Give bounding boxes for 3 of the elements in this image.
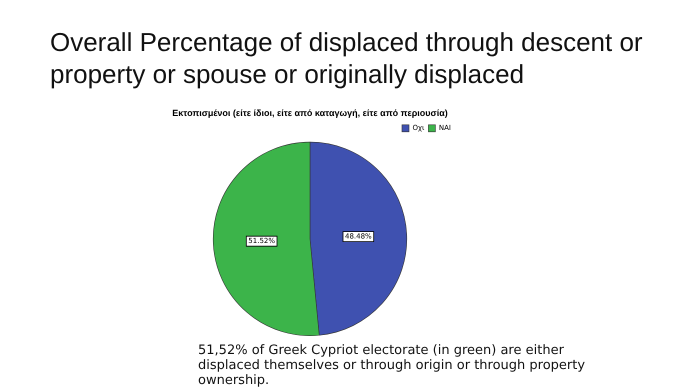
chart-title: Overall Percentage of displaced through descent or property or spouse or originally displaced: [50, 26, 644, 90]
text: 51,52% of Greek Cypriot electorate (in green) are either displaced themselves or through origin or through property ownership.: [198, 343, 586, 388]
chart-subtitle: Εκτοπισμένοι (είτε ίδιοι, είτε από καταγωγή, είτε από περιουσία): [172, 108, 448, 118]
